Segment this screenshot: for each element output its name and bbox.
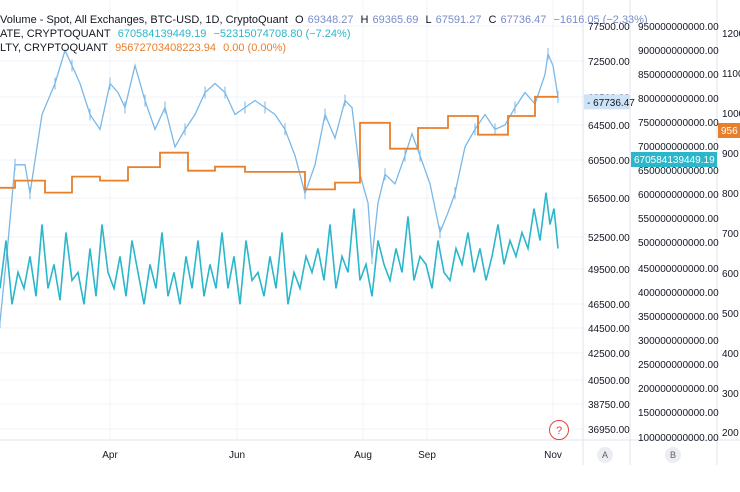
price-tick-label: 72500.00 <box>588 57 630 68</box>
legend-blue-value: 670584139449.19 <box>117 28 207 40</box>
c-last-value-badge <box>718 123 740 138</box>
b-axis-tick-label: 300000000000.00 <box>638 336 719 347</box>
b-last-value-label: 670584139449.19 <box>634 155 715 166</box>
legend-blue-name: ATE, CRYPTOQUANT <box>0 28 111 40</box>
price-series-line <box>0 48 559 323</box>
legend-change: −1616.05 (−2.33%) <box>553 14 648 26</box>
axis-a-button[interactable]: A <box>597 447 613 463</box>
c-axis-tick-label: 800 <box>722 189 739 200</box>
price-tick-label: 52500.00 <box>588 233 630 244</box>
b-axis-tick-label: 650000000000.00 <box>638 166 719 177</box>
blue-series-line <box>0 192 559 305</box>
legend-h-label: H <box>360 14 369 26</box>
x-tick-label: Sep <box>418 450 436 461</box>
last-price-label: - 67736.47 <box>587 98 635 109</box>
price-tick-label: 44500.00 <box>588 324 630 335</box>
price-tick-label: 46500.00 <box>588 300 630 311</box>
price-tick-label: 60500.00 <box>588 156 630 167</box>
b-axis-tick-label: 750000000000.00 <box>638 118 719 129</box>
price-tick-label: 64500.00 <box>588 121 630 132</box>
legend-o-label: O <box>295 14 304 26</box>
b-axis-tick-label: 500000000000.00 <box>638 238 719 249</box>
legend-h-value: 69365.69 <box>372 14 419 26</box>
legend-orange-series: LTY, CRYPTOQUANT 95672703408223.94 0.00 … <box>0 41 290 55</box>
price-tick-label: 56500.00 <box>588 194 630 205</box>
legend-blue-series: ATE, CRYPTOQUANT 670584139449.19 −523150… <box>0 27 355 41</box>
b-axis-tick-label: 200000000000.00 <box>638 384 719 395</box>
c-axis-tick-label: 600 <box>722 269 739 280</box>
price-tick-label: 40500.00 <box>588 376 630 387</box>
legend-l-label: L <box>425 14 432 26</box>
x-tick-label: Nov <box>544 450 562 461</box>
legend-orange-value: 95672703408223.94 <box>115 42 217 54</box>
b-axis-tick-label: 950000000000.00 <box>638 22 719 33</box>
axis-b-button[interactable]: B <box>665 447 681 463</box>
legend-blue-change: −52315074708.80 (−7.24%) <box>213 28 351 40</box>
b-axis-tick-label: 850000000000.00 <box>638 70 719 81</box>
c-axis-tick-label: 500 <box>722 309 739 320</box>
legend-orange-change: 0.00 (0.00%) <box>223 42 287 54</box>
last-price-badge <box>584 94 630 110</box>
chart-grid <box>0 0 583 440</box>
b-axis-tick-label: 400000000000.00 <box>638 288 719 299</box>
b-axis-tick-label: 700000000000.00 <box>638 142 719 153</box>
price-tick-label: 36950.00 <box>588 425 630 436</box>
price-tick-label: 42500.00 <box>588 349 630 360</box>
price-tick-label: 49500.00 <box>588 265 630 276</box>
orange-series-line <box>0 95 558 194</box>
c-axis-tick-label: 1100 <box>722 69 740 80</box>
legend-c-value: 67736.47 <box>500 14 547 26</box>
help-button[interactable]: ? <box>549 420 569 440</box>
b-axis-tick-label: 250000000000.00 <box>638 360 719 371</box>
b-axis-tick-label: 450000000000.00 <box>638 264 719 275</box>
x-tick-label: Apr <box>102 450 118 461</box>
x-tick-label: Jun <box>229 450 245 461</box>
legend-o-value: 69348.27 <box>307 14 354 26</box>
legend-orange-name: LTY, CRYPTOQUANT <box>0 42 108 54</box>
b-last-value-badge <box>631 152 717 167</box>
b-axis-tick-label: 350000000000.00 <box>638 312 719 323</box>
price-tick-label: 38750.00 <box>588 400 630 411</box>
legend-main: Volume - Spot, All Exchanges, BTC-USD, 1… <box>0 13 652 27</box>
b-axis-tick-label: 100000000000.00 <box>638 433 719 444</box>
b-axis-tick-label: 800000000000.00 <box>638 94 719 105</box>
plot-series <box>0 48 559 328</box>
legend-c-label: C <box>488 14 497 26</box>
b-axis-tick-label: 600000000000.00 <box>638 190 719 201</box>
c-axis-tick-label: 1200 <box>722 29 740 40</box>
b-axis-tick-label: 900000000000.00 <box>638 46 719 57</box>
x-tick-label: Aug <box>354 450 372 461</box>
b-axis-tick-label: 150000000000.00 <box>638 408 719 419</box>
c-axis-tick-label: 400 <box>722 349 739 360</box>
legend-l-value: 67591.27 <box>435 14 482 26</box>
c-axis-tick-label: 1000 <box>722 109 740 120</box>
c-axis-tick-label: 300 <box>722 389 739 400</box>
legend-main-title: Volume - Spot, All Exchanges, BTC-USD, 1… <box>0 14 288 26</box>
c-last-value-label: 956 <box>721 126 738 137</box>
b-axis-tick-label: 550000000000.00 <box>638 214 719 225</box>
axes: 77500.0072500.0068500.0064500.0060500.00… <box>102 22 740 461</box>
c-axis-tick-label: 700 <box>722 229 739 240</box>
c-axis-tick-label: 200 <box>722 428 739 439</box>
price-tick-label: 77500.00 <box>588 22 630 33</box>
c-axis-tick-label: 900 <box>722 149 739 160</box>
